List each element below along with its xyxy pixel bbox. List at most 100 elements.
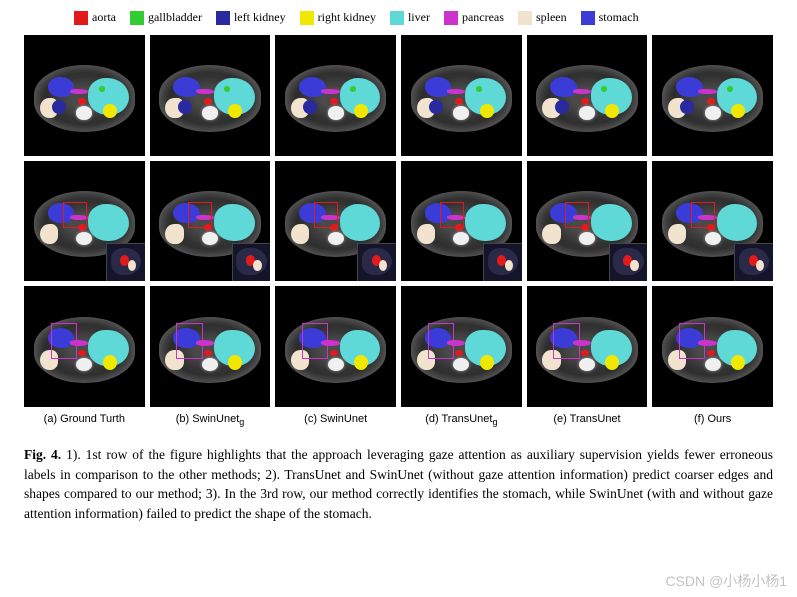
organ-spleen [542,224,560,244]
organ-pancreas [321,89,339,94]
organ-spleen [165,350,183,370]
organ-r-kidney [480,104,494,119]
legend-item-right-kidney: right kidney [300,10,376,25]
spine [705,358,721,371]
legend-label: stomach [599,10,639,25]
organ-gallbladder [99,86,105,91]
organ-stomach [676,328,702,348]
organ-r-kidney [480,355,494,370]
legend-label: right kidney [318,10,376,25]
figure-cell [150,286,271,407]
figure-caption: Fig. 4. 1). 1st row of the figure highli… [24,445,773,523]
figure-cell [275,35,396,156]
organ-aorta [78,350,86,357]
inset-zoom [483,243,522,282]
spine [202,358,218,371]
figure-cell [527,161,648,282]
legend-label: spleen [536,10,567,25]
inset-zoom [609,243,648,282]
organ-pancreas [70,89,88,94]
organ-spleen [291,224,309,244]
organ-pancreas [70,215,88,220]
legend-item-left-kidney: left kidney [216,10,286,25]
organ-spleen [542,350,560,370]
figure-cell [652,161,773,282]
legend-swatch [581,11,595,25]
organ-r-kidney [354,104,368,119]
legend-item-liver: liver [390,10,430,25]
organ-stomach [550,328,576,348]
column-label: (e) TransUnet [527,413,648,427]
organ-aorta [204,224,212,231]
legend: aortagallbladderleft kidneyright kidneyl… [74,10,773,25]
organ-aorta [78,224,86,231]
organ-aorta [455,224,463,231]
organ-aorta [707,224,715,231]
legend-swatch [216,11,230,25]
spine [579,358,595,371]
spine [328,358,344,371]
organ-stomach [550,77,576,97]
organ-pancreas [573,89,591,94]
organ-aorta [581,350,589,357]
organ-spleen [417,224,435,244]
organ-stomach [299,328,325,348]
organ-spleen [668,224,686,244]
organ-liver [214,204,255,240]
organ-l-kidney [52,100,66,115]
organ-aorta [330,224,338,231]
organ-stomach [48,203,74,223]
column-label: (a) Ground Turth [24,413,145,427]
organ-pancreas [447,340,465,345]
organ-pancreas [196,215,214,220]
organ-aorta [78,98,86,105]
organ-liver [88,204,129,240]
legend-swatch [390,11,404,25]
organ-l-kidney [303,100,317,115]
organ-r-kidney [103,355,117,370]
organ-pancreas [698,340,716,345]
organ-pancreas [321,215,339,220]
inset-zoom [106,243,145,282]
organ-r-kidney [354,355,368,370]
spine [705,106,721,119]
organ-liver [340,204,381,240]
spine [328,232,344,245]
organ-aorta [330,98,338,105]
organ-aorta [707,98,715,105]
organ-stomach [425,203,451,223]
ct-body [411,65,512,131]
organ-gallbladder [224,86,230,91]
spine [76,232,92,245]
organ-gallbladder [350,86,356,91]
figure-cell [401,35,522,156]
ct-body [536,65,637,131]
organ-r-kidney [731,355,745,370]
watermark: CSDN @小杨小杨1 [665,571,787,591]
spine [328,106,344,119]
figure-cell [527,286,648,407]
ct-body [411,317,512,383]
organ-stomach [550,203,576,223]
organ-stomach [173,328,199,348]
legend-swatch [518,11,532,25]
organ-pancreas [573,340,591,345]
legend-label: left kidney [234,10,286,25]
organ-spleen [291,350,309,370]
ct-body [662,317,763,383]
organ-aorta [330,350,338,357]
organ-l-kidney [429,100,443,115]
organ-stomach [173,77,199,97]
organ-stomach [425,328,451,348]
figure-cell [401,286,522,407]
organ-r-kidney [228,104,242,119]
organ-spleen [668,350,686,370]
spine [579,106,595,119]
spine [453,106,469,119]
legend-item-aorta: aorta [74,10,116,25]
organ-pancreas [447,89,465,94]
organ-r-kidney [228,355,242,370]
spine [579,232,595,245]
legend-item-pancreas: pancreas [444,10,504,25]
figure-cell [24,286,145,407]
